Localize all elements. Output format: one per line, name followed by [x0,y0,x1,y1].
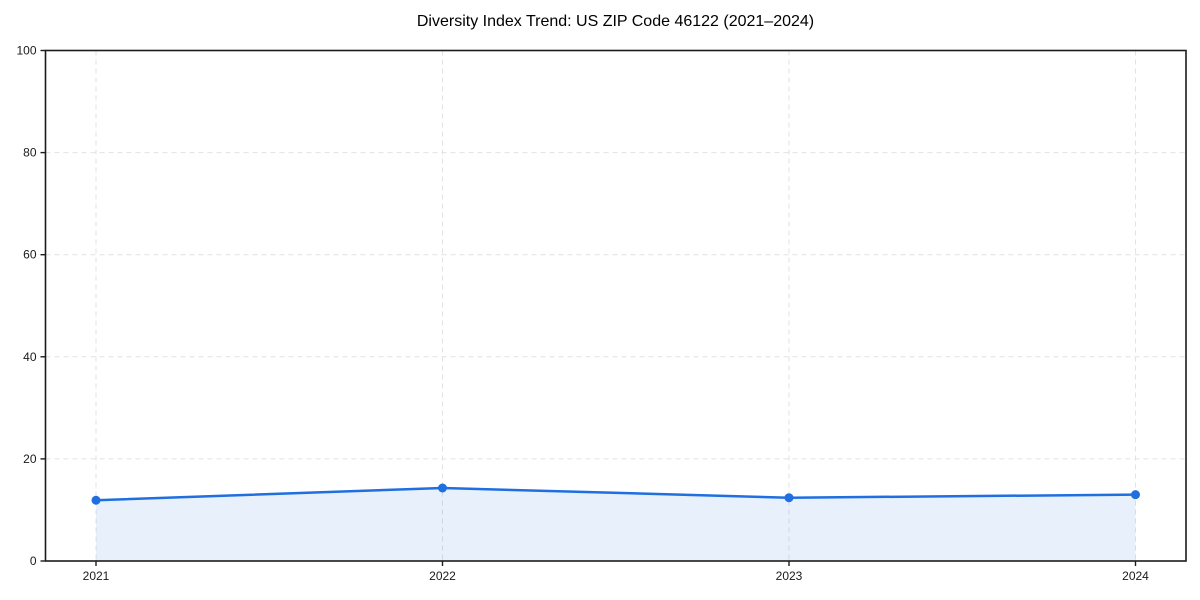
chart-title: Diversity Index Trend: US ZIP Code 46122… [416,13,815,30]
x-tick-label: 2024 [1122,569,1149,583]
y-tick-label: 40 [23,350,37,364]
y-tick-label: 0 [30,554,37,568]
data-point [91,495,101,505]
data-point [784,493,794,503]
data-point [438,483,447,493]
y-tick-label: 80 [23,146,37,160]
y-tick-label: 20 [23,452,37,466]
x-tick-label: 2021 [83,569,110,583]
plot-border [44,49,1187,562]
x-tick-label: 2022 [429,569,456,583]
area-fill [96,487,1136,561]
x-tick-label: 2023 [776,569,803,583]
data-point [1131,490,1140,500]
y-tick-label: 100 [16,44,36,58]
y-tick-label: 60 [23,248,37,262]
trend-line [94,486,1137,502]
